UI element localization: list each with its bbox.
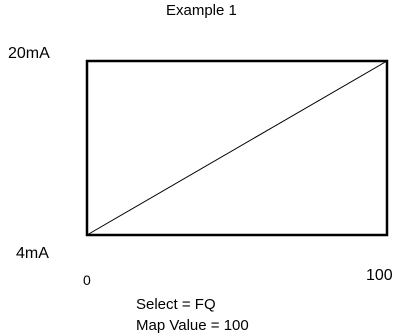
diagram-title: Example 1 [166,2,237,19]
select-text: Select = FQ [136,296,216,313]
x-min-label: 0 [83,272,91,288]
mapping-line [86,60,388,236]
plot-frame [85,59,389,237]
map-value-text: Map Value = 100 [136,317,249,334]
y-min-label: 4mA [16,245,49,262]
y-max-label: 20mA [8,45,50,62]
x-max-label: 100 [366,267,393,284]
